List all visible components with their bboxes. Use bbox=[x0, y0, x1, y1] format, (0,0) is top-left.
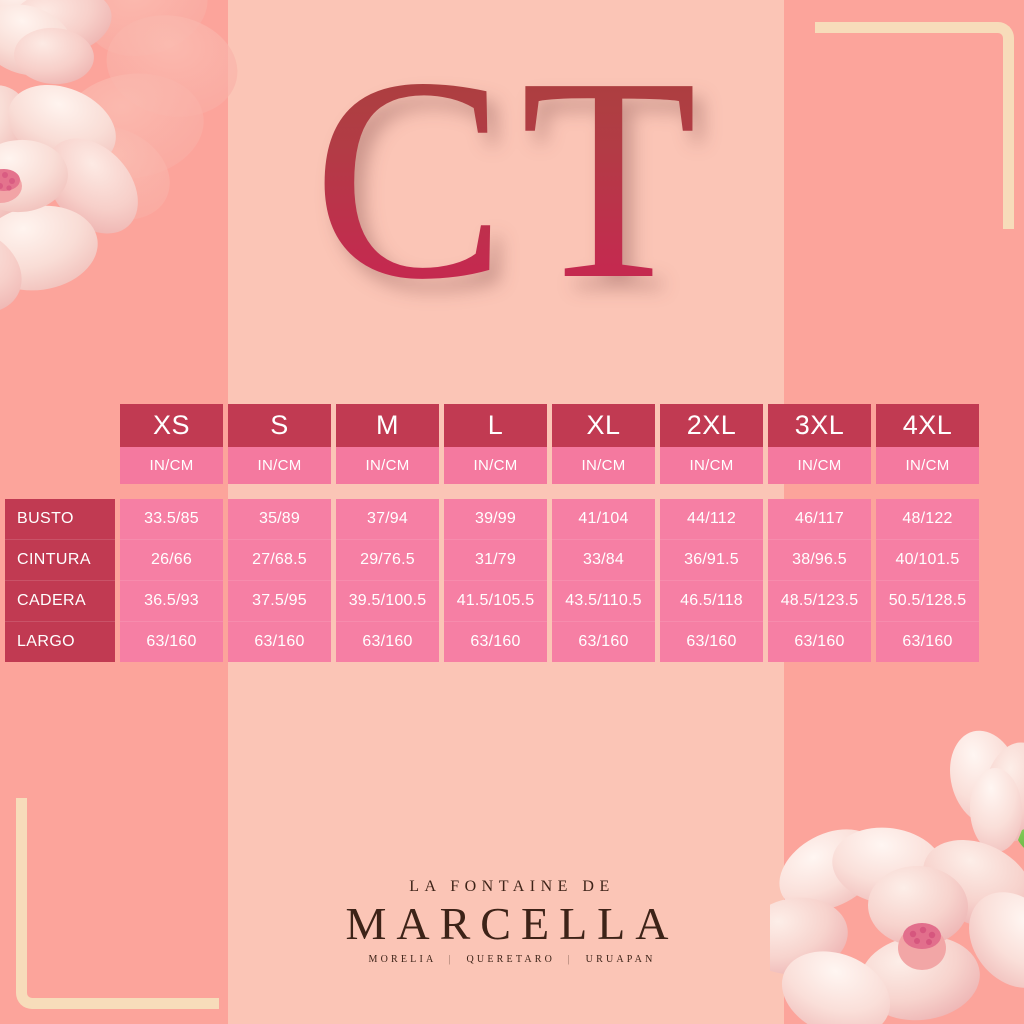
size-column-xs: XS IN/CM bbox=[120, 404, 223, 484]
size-column-xl: XL IN/CM bbox=[552, 404, 655, 484]
table-cell: 44/112 bbox=[660, 499, 763, 540]
measurement-label-busto: BUSTO bbox=[5, 499, 115, 540]
table-cell: 27/68.5 bbox=[228, 540, 331, 581]
table-cell: 63/160 bbox=[686, 633, 737, 650]
table-cell: 50.5/128.5 bbox=[876, 581, 979, 622]
data-column-3xl: 46/117 38/96.5 48.5/123.5 63/160 bbox=[768, 499, 871, 662]
table-cell: 63/160 bbox=[470, 633, 521, 650]
unit-label-m: IN/CM bbox=[336, 447, 439, 484]
table-cell: 41.5/105.5 bbox=[444, 581, 547, 622]
city-separator-2: | bbox=[567, 954, 573, 965]
unit-label-xs: IN/CM bbox=[120, 447, 223, 484]
table-cell: 33/84 bbox=[552, 540, 655, 581]
brand-logo-cities: MORELIA | QUERETARO | URUAPAN bbox=[0, 954, 1024, 965]
size-column-m: M IN/CM bbox=[336, 404, 439, 484]
unit-label-2xl: IN/CM bbox=[660, 447, 763, 484]
data-column-m: 37/94 29/76.5 39.5/100.5 63/160 bbox=[336, 499, 439, 662]
table-cell: 37/94 bbox=[336, 499, 439, 540]
table-cell: 39.5/100.5 bbox=[336, 581, 439, 622]
table-cell: 63/160 bbox=[578, 633, 629, 650]
page-title: CT bbox=[0, 34, 1024, 324]
size-label-3xl: 3XL bbox=[768, 404, 871, 447]
size-label-s: S bbox=[228, 404, 331, 447]
table-cell: 48/122 bbox=[876, 499, 979, 540]
table-cell: 41/104 bbox=[552, 499, 655, 540]
corner-bracket-bottom-left-icon bbox=[16, 798, 219, 1009]
city-separator-1: | bbox=[448, 954, 454, 965]
table-cell: 35/89 bbox=[228, 499, 331, 540]
data-column-l: 39/99 31/79 41.5/105.5 63/160 bbox=[444, 499, 547, 662]
table-cell: 29/76.5 bbox=[336, 540, 439, 581]
table-cell: 46/117 bbox=[768, 499, 871, 540]
table-cell: 40/101.5 bbox=[876, 540, 979, 581]
size-label-xl: XL bbox=[552, 404, 655, 447]
size-header-row: XS IN/CM S IN/CM M IN/CM L IN/CM XL IN/C… bbox=[0, 404, 1024, 484]
table-cell: 38/96.5 bbox=[768, 540, 871, 581]
unit-label-s: IN/CM bbox=[228, 447, 331, 484]
size-chart-table: XS IN/CM S IN/CM M IN/CM L IN/CM XL IN/C… bbox=[0, 404, 1024, 662]
table-cell: 37.5/95 bbox=[228, 581, 331, 622]
data-column-s: 35/89 27/68.5 37.5/95 63/160 bbox=[228, 499, 331, 662]
size-label-xs: XS bbox=[120, 404, 223, 447]
unit-label-3xl: IN/CM bbox=[768, 447, 871, 484]
table-cell: 26/66 bbox=[120, 540, 223, 581]
data-column-xl: 41/104 33/84 43.5/110.5 63/160 bbox=[552, 499, 655, 662]
table-cell: 63/160 bbox=[902, 633, 953, 650]
brand-city-uruapan: URUAPAN bbox=[585, 954, 656, 965]
size-column-4xl: 4XL IN/CM bbox=[876, 404, 979, 484]
data-column-xs: 33.5/85 26/66 36.5/93 63/160 bbox=[120, 499, 223, 662]
measurement-data-band: BUSTO CINTURA CADERA LARGO 33.5/85 26/66… bbox=[0, 499, 1024, 662]
measurement-label-largo: LARGO bbox=[17, 633, 76, 650]
size-label-2xl: 2XL bbox=[660, 404, 763, 447]
size-column-2xl: 2XL IN/CM bbox=[660, 404, 763, 484]
size-column-3xl: 3XL IN/CM bbox=[768, 404, 871, 484]
brand-logo: LA FONTAINE DE MARCELLA MORELIA | QUERET… bbox=[0, 878, 1024, 965]
unit-label-l: IN/CM bbox=[444, 447, 547, 484]
unit-label-xl: IN/CM bbox=[552, 447, 655, 484]
unit-label-4xl: IN/CM bbox=[876, 447, 979, 484]
table-cell: 63/160 bbox=[146, 633, 197, 650]
table-band-gap bbox=[0, 484, 1024, 499]
measurement-label-cadera: CADERA bbox=[5, 581, 115, 622]
table-cell: 36/91.5 bbox=[660, 540, 763, 581]
table-cell: 31/79 bbox=[444, 540, 547, 581]
measurement-label-column: BUSTO CINTURA CADERA LARGO bbox=[5, 499, 115, 662]
measurement-label-cintura: CINTURA bbox=[5, 540, 115, 581]
size-label-4xl: 4XL bbox=[876, 404, 979, 447]
brand-city-morelia: MORELIA bbox=[368, 954, 436, 965]
table-cell: 63/160 bbox=[362, 633, 413, 650]
data-column-2xl: 44/112 36/91.5 46.5/118 63/160 bbox=[660, 499, 763, 662]
table-cell: 39/99 bbox=[444, 499, 547, 540]
table-cell: 63/160 bbox=[794, 633, 845, 650]
table-cell: 36.5/93 bbox=[120, 581, 223, 622]
table-cell: 63/160 bbox=[254, 633, 305, 650]
table-cell: 48.5/123.5 bbox=[768, 581, 871, 622]
table-cell: 43.5/110.5 bbox=[552, 581, 655, 622]
size-label-m: M bbox=[336, 404, 439, 447]
brand-logo-main-line: MARCELLA bbox=[345, 898, 679, 949]
data-column-4xl: 48/122 40/101.5 50.5/128.5 63/160 bbox=[876, 499, 979, 662]
size-column-l: L IN/CM bbox=[444, 404, 547, 484]
size-label-l: L bbox=[444, 404, 547, 447]
table-cell: 33.5/85 bbox=[120, 499, 223, 540]
brand-logo-top-line: LA FONTAINE DE bbox=[409, 878, 615, 895]
header-spacer bbox=[0, 404, 115, 484]
corner-bracket-top-right-icon bbox=[815, 22, 1014, 229]
size-column-s: S IN/CM bbox=[228, 404, 331, 484]
table-cell: 46.5/118 bbox=[660, 581, 763, 622]
brand-city-queretaro: QUERETARO bbox=[466, 954, 556, 965]
